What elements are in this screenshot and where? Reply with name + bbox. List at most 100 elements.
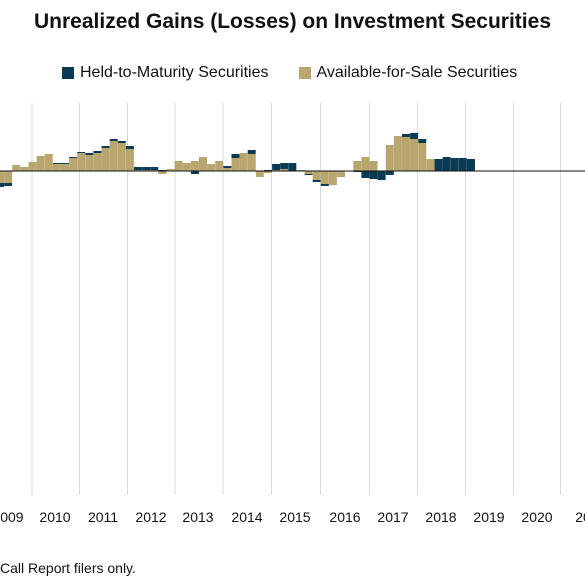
bar-htm <box>418 139 427 143</box>
bar-htm <box>458 158 467 171</box>
bar-htm <box>69 157 78 158</box>
bar-htm <box>402 134 410 137</box>
bar-afs <box>247 154 256 171</box>
bar-afs <box>361 157 370 171</box>
bar-afs <box>60 164 69 171</box>
x-tick-label: 2018 <box>425 509 456 525</box>
x-tick-label: 2013 <box>182 509 213 525</box>
bar-htm <box>288 163 297 171</box>
x-tick-label: 2020 <box>521 509 552 525</box>
bar-htm <box>361 171 370 178</box>
bar-htm <box>85 153 94 155</box>
bar-afs <box>385 145 394 171</box>
x-tick-label: 2017 <box>377 509 408 525</box>
bar-htm <box>223 166 232 168</box>
bar-afs <box>418 143 427 171</box>
bar-htm <box>304 174 313 175</box>
bar-htm <box>125 146 134 149</box>
bar-htm <box>142 167 151 170</box>
bar-afs <box>125 149 134 171</box>
footnote: Call Report filers only. <box>0 560 136 576</box>
x-tick-label: 2009 <box>0 509 24 525</box>
bar-afs <box>158 171 167 174</box>
x-tick-label: 2019 <box>473 509 504 525</box>
x-tick-label: 2014 <box>231 509 262 525</box>
bar-htm <box>385 171 394 175</box>
bar-afs <box>93 153 102 171</box>
bar-htm <box>101 146 110 148</box>
legend-swatch-afs <box>298 67 311 79</box>
bar-afs <box>410 139 419 171</box>
bar-htm <box>312 180 321 182</box>
bar-htm <box>0 183 4 187</box>
bar-afs <box>280 169 289 171</box>
bar-afs <box>402 137 410 171</box>
bar-afs <box>52 164 61 171</box>
bar-afs <box>85 155 94 171</box>
bar-htm <box>93 151 102 153</box>
bar-htm <box>134 167 143 170</box>
bar-afs <box>255 171 264 177</box>
x-tick-label: 2010 <box>39 509 70 525</box>
x-tick-label: 2016 <box>329 509 360 525</box>
chart-legend: Held-to-Maturity Securities Available-fo… <box>62 64 547 82</box>
bar-afs <box>28 162 37 171</box>
bar-htm <box>377 171 386 180</box>
x-tick-label: 2011 <box>88 509 118 525</box>
bar-htm <box>272 164 281 170</box>
bar-afs <box>69 158 78 171</box>
bar-afs <box>117 143 126 171</box>
bar-afs <box>328 171 337 185</box>
bar-htm <box>434 159 443 171</box>
legend-item-htm: Held-to-Maturity Securities <box>62 64 269 82</box>
bar-afs <box>166 169 175 171</box>
bar-afs <box>4 171 13 183</box>
legend-label-afs: Available-for-Sale Securities <box>316 64 518 81</box>
bar-htm <box>52 163 61 164</box>
bar-afs <box>182 163 191 171</box>
legend-swatch-htm <box>62 67 74 79</box>
chart-title: Unrealized Gains (Losses) on Investment … <box>34 10 551 33</box>
bar-afs <box>239 153 248 171</box>
bar-afs <box>199 157 207 171</box>
legend-item-afs: Available-for-Sale Securities <box>298 64 518 82</box>
bar-htm <box>442 157 451 171</box>
bar-htm <box>280 163 289 169</box>
bar-afs <box>190 161 199 171</box>
bar-afs <box>320 171 329 184</box>
bar-afs <box>207 164 216 171</box>
bar-series <box>0 133 475 187</box>
bar-afs <box>77 153 86 171</box>
bar-afs <box>393 136 402 171</box>
x-axis-ticks: 2009 2010 2011 2012 2013 2014 2015 2016 2017 2018… <box>0 509 585 525</box>
bar-afs <box>304 171 313 174</box>
bar-htm <box>150 167 159 170</box>
bar-afs <box>337 171 346 177</box>
bar-afs <box>12 165 21 171</box>
bar-afs <box>223 168 232 171</box>
x-tick-label: 2012 <box>135 509 166 525</box>
bar-htm <box>231 154 240 158</box>
bar-htm <box>410 133 419 139</box>
bar-htm <box>60 163 69 164</box>
bar-htm <box>369 171 378 179</box>
x-tick-label: 2015 <box>279 509 310 525</box>
bar-afs <box>20 167 29 171</box>
x-tick-label: 20 <box>575 509 585 525</box>
bar-htm <box>320 184 329 186</box>
bar-afs <box>109 141 118 171</box>
bar-htm <box>247 150 256 154</box>
bar-afs <box>369 161 378 171</box>
bar-htm <box>450 158 459 171</box>
bar-afs <box>101 148 110 171</box>
bar-htm <box>117 141 126 143</box>
legend-label-htm: Held-to-Maturity Securities <box>80 64 269 81</box>
bar-afs <box>353 161 362 171</box>
bar-htm <box>190 171 199 174</box>
bar-afs <box>44 154 53 171</box>
bar-htm <box>109 139 118 141</box>
bar-afs <box>263 171 272 173</box>
bar-afs <box>0 171 4 183</box>
bar-afs <box>312 171 321 180</box>
